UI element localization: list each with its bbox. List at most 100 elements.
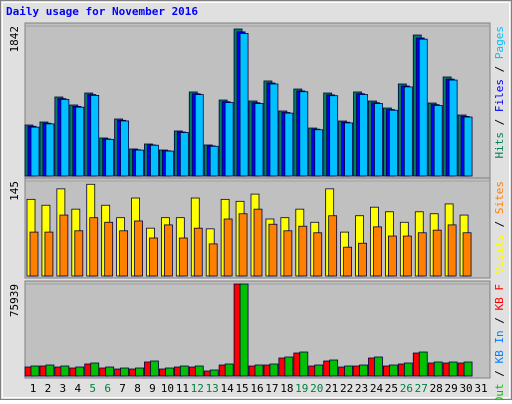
- bar: [314, 364, 324, 377]
- bar: [209, 369, 219, 377]
- bar: [239, 283, 249, 377]
- bar: [135, 149, 144, 177]
- x-tick-label: 9: [149, 382, 156, 395]
- bar: [314, 129, 324, 177]
- x-tick-label: 15: [235, 382, 248, 395]
- x-tick-label: 17: [265, 382, 278, 395]
- x-tick-label: 6: [104, 382, 111, 395]
- bar: [164, 150, 174, 177]
- bar: [328, 215, 338, 277]
- bar: [59, 214, 69, 277]
- bar: [344, 122, 354, 177]
- bar: [284, 356, 294, 377]
- panel-bg: [24, 280, 491, 379]
- bar: [30, 126, 40, 177]
- legend: Visits / Sites: [493, 181, 506, 274]
- x-tick-label: 8: [134, 382, 141, 395]
- y-tick-label: 75939: [8, 284, 21, 317]
- bar: [178, 237, 188, 277]
- bar: [120, 120, 129, 177]
- bar: [269, 363, 279, 377]
- legend-separator: /: [493, 364, 506, 384]
- bar: [208, 243, 218, 277]
- x-tick-label: 23: [355, 382, 368, 395]
- bar: [75, 366, 85, 377]
- bar: [374, 103, 383, 177]
- bar: [403, 362, 413, 377]
- bar: [418, 351, 428, 377]
- y-tick-label: 145: [8, 181, 21, 201]
- bar: [75, 106, 85, 177]
- bar: [403, 86, 413, 177]
- x-tick-label: 7: [119, 382, 126, 395]
- bar: [60, 365, 70, 377]
- x-tick-label: 22: [340, 382, 353, 395]
- x-tick-label: 26: [400, 382, 413, 395]
- legend-entry: KB In: [493, 330, 506, 363]
- bar: [402, 235, 412, 277]
- bar: [432, 229, 442, 277]
- x-tick-label: 1: [30, 382, 37, 395]
- x-tick-label: 4: [74, 382, 81, 395]
- legend: Hits / Files / Pages: [493, 26, 506, 159]
- legend-separator: /: [493, 311, 506, 331]
- bar: [90, 362, 100, 377]
- legend-entry: KB F: [493, 284, 506, 311]
- x-tick-label: 2: [45, 382, 52, 395]
- bar: [224, 102, 234, 177]
- bar: [359, 94, 368, 177]
- bar: [30, 365, 40, 377]
- bar: [463, 116, 473, 177]
- bar: [268, 223, 278, 277]
- bar: [313, 232, 323, 277]
- bar: [373, 226, 382, 277]
- x-tick-label: 18: [280, 382, 293, 395]
- bar: [462, 232, 472, 277]
- legend-entry: Hits: [493, 132, 506, 159]
- bar: [254, 103, 264, 177]
- bar: [358, 242, 367, 277]
- bar: [343, 246, 353, 277]
- bar: [89, 217, 99, 277]
- x-tick-label: 25: [385, 382, 398, 395]
- x-tick-label: 28: [430, 382, 443, 395]
- x-tick-label: 19: [295, 382, 308, 395]
- bar: [417, 232, 427, 277]
- bar: [254, 364, 264, 377]
- bar: [149, 237, 158, 277]
- legend-entry: Visits: [493, 234, 506, 274]
- legend: KB Out / KB In / KB F: [493, 284, 506, 400]
- x-tick-label: 10: [161, 382, 174, 395]
- legend-separator: /: [493, 112, 506, 132]
- x-tick-label: 27: [415, 382, 428, 395]
- frame-inner: [2, 2, 510, 398]
- bar: [223, 218, 233, 277]
- x-tick-label: 16: [250, 382, 263, 395]
- legend-entry: Files: [493, 79, 506, 112]
- x-tick-label: 20: [310, 382, 323, 395]
- bar: [104, 221, 114, 277]
- x-tick-label: 12: [191, 382, 204, 395]
- bar: [238, 213, 248, 277]
- bar: [179, 365, 189, 377]
- legend-entry: Pages: [493, 26, 506, 59]
- bar: [387, 235, 397, 277]
- bar: [164, 367, 174, 377]
- bar: [299, 351, 309, 377]
- bar: [194, 94, 204, 177]
- bar: [329, 359, 339, 377]
- bar: [433, 105, 443, 177]
- bar: [44, 231, 54, 277]
- bar: [344, 365, 354, 377]
- bar: [448, 79, 458, 177]
- bar: [134, 220, 143, 277]
- x-tick-label: 3: [60, 382, 67, 395]
- chart-title: Daily usage for November 2016: [6, 5, 198, 18]
- bar: [299, 91, 309, 177]
- x-tick-label: 29: [445, 382, 458, 395]
- bar: [283, 230, 293, 277]
- legend-separator: /: [493, 59, 506, 79]
- bar: [329, 95, 339, 177]
